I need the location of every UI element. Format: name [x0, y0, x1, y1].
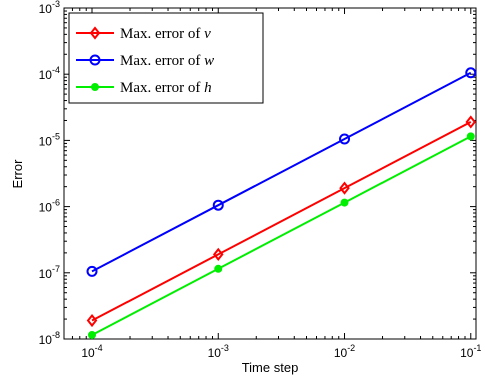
legend-marker: [89, 26, 101, 40]
x-tick-label: 10-3: [208, 343, 229, 360]
data-point-v: [465, 115, 477, 129]
data-point-h: [214, 264, 223, 273]
x-axis-label: Time step: [242, 360, 299, 375]
data-point-h: [340, 198, 349, 207]
data-point-v: [339, 181, 350, 195]
series-line-v: [91, 121, 472, 322]
data-point-h: [88, 330, 97, 339]
x-tick-label: 10-4: [81, 343, 102, 360]
legend-label: Max. error of w: [120, 53, 214, 69]
series-line-w: [91, 71, 472, 273]
x-tick-label: 10-1: [460, 343, 481, 360]
legend-item-h: Max. error of h: [76, 80, 212, 96]
series-h: [88, 132, 475, 339]
series-line-h: [91, 135, 472, 336]
series-w: [86, 67, 477, 277]
legend-label: Max. error of v: [120, 26, 211, 42]
series-v: [86, 115, 477, 328]
y-tick-label: 10-4: [39, 65, 60, 82]
data-point-w: [465, 67, 477, 79]
legend: Max. error of v Max. error of w Max. error…: [68, 12, 264, 104]
data-point-w: [339, 133, 351, 145]
data-point-v: [212, 247, 224, 261]
axis-ticks: 10-4 10-3 10-2 10-1 10-8 10-7 10-6 10-5 10-4 10-3: [39, 0, 482, 360]
y-axis-label: Error: [10, 159, 25, 189]
data-point-h: [466, 132, 475, 141]
data-point-v: [86, 313, 98, 328]
legend-marker: [91, 83, 99, 91]
legend-marker: [89, 54, 101, 66]
data-point-w: [86, 265, 98, 277]
y-tick-label: 10-7: [39, 264, 60, 281]
series-layer: [86, 67, 477, 339]
y-tick-label: 10-6: [39, 198, 60, 215]
y-tick-label: 10-3: [39, 0, 60, 16]
x-tick-label: 10-2: [334, 343, 355, 360]
legend-label: Max. error of h: [120, 80, 212, 96]
y-tick-label: 10-8: [39, 330, 60, 347]
legend-item-v: Max. error of v: [76, 26, 211, 42]
legend-item-w: Max. error of w: [76, 53, 214, 69]
data-point-w: [212, 199, 224, 211]
y-tick-label: 10-5: [39, 131, 60, 148]
